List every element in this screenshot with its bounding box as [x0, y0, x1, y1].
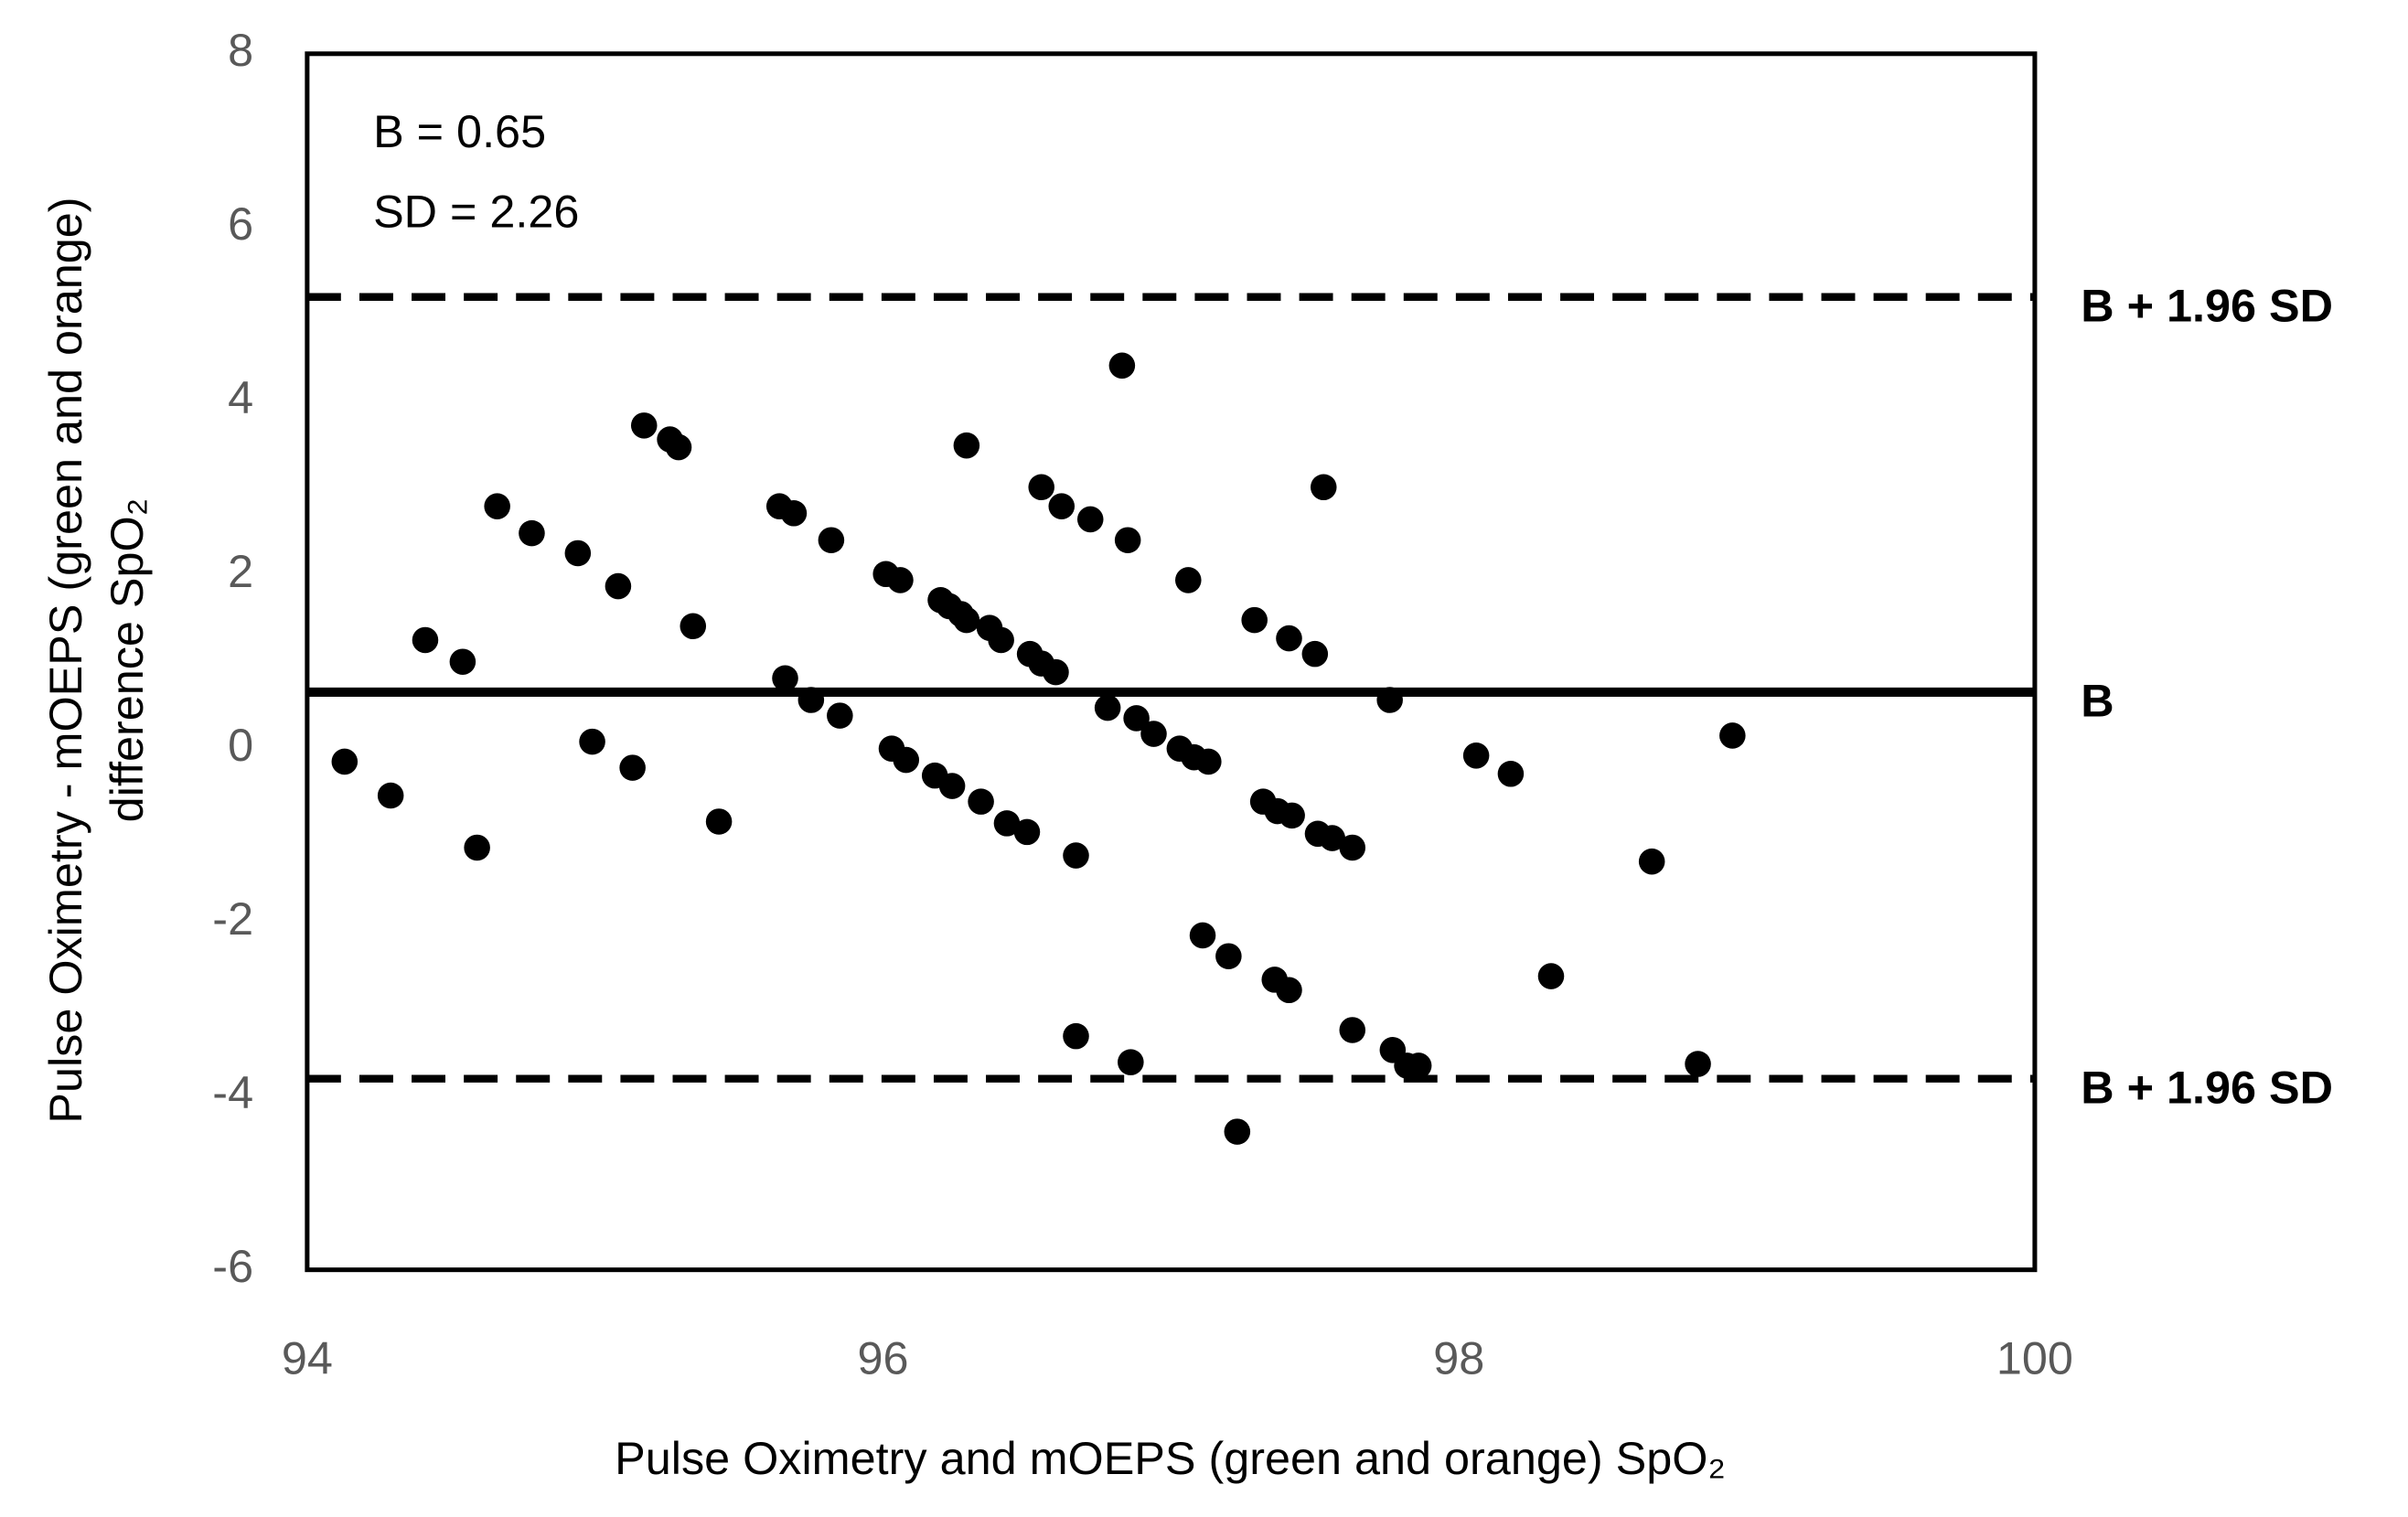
point — [1339, 834, 1366, 861]
y-tick-label: -4 — [212, 1066, 253, 1118]
point — [1405, 1052, 1432, 1079]
point — [412, 626, 439, 654]
y-tick-label: 8 — [228, 24, 253, 76]
point — [1497, 760, 1525, 787]
point — [377, 782, 404, 809]
point — [1276, 625, 1302, 652]
point — [1028, 474, 1054, 501]
reference-label: B + 1.96 SD — [2081, 279, 2333, 331]
point — [938, 773, 966, 799]
point — [665, 433, 692, 461]
y-tick-label: 6 — [228, 198, 253, 250]
x-tick-label: 94 — [282, 1332, 333, 1384]
point — [1279, 802, 1305, 829]
point — [605, 572, 632, 600]
point — [1076, 506, 1104, 533]
annotation: SD = 2.26 — [373, 185, 579, 237]
point — [993, 810, 1021, 837]
point — [988, 626, 1014, 654]
point — [1310, 474, 1337, 501]
point — [953, 606, 980, 634]
x-tick-label: 100 — [1996, 1332, 2073, 1384]
point — [464, 834, 490, 861]
point — [1685, 1051, 1711, 1077]
point — [1043, 658, 1069, 686]
point — [1241, 606, 1268, 634]
point — [1215, 943, 1242, 970]
y-tick-label: 2 — [228, 545, 253, 597]
point — [1108, 352, 1136, 379]
point — [827, 702, 853, 729]
point — [331, 748, 359, 775]
y-tick-label: -2 — [212, 892, 253, 945]
y-axis-title: difference SpO₂ — [101, 498, 153, 823]
point — [630, 412, 658, 439]
point — [1123, 705, 1150, 732]
point — [1175, 567, 1202, 593]
point — [1319, 825, 1345, 851]
x-tick-label: 96 — [858, 1332, 909, 1384]
point — [1013, 818, 1041, 846]
y-axis-title: Pulse Oximetry - mOEPS (green and orange… — [39, 197, 91, 1123]
point — [705, 808, 733, 835]
y-axis-title-group: Pulse Oximetry - mOEPS (green and orange… — [39, 197, 153, 1123]
point — [893, 746, 920, 774]
point — [1189, 922, 1216, 949]
point — [1063, 842, 1089, 869]
point — [449, 648, 476, 675]
point — [1537, 963, 1565, 989]
point — [519, 519, 545, 547]
y-tick-label: -6 — [212, 1240, 253, 1292]
point — [1195, 748, 1222, 775]
point — [1094, 694, 1121, 721]
point — [772, 665, 798, 692]
point — [1301, 640, 1329, 668]
reference-label: B — [2081, 675, 2114, 727]
point — [797, 687, 825, 713]
annotation: B = 0.65 — [373, 105, 546, 157]
point — [680, 613, 707, 640]
point — [564, 539, 592, 567]
point — [1462, 742, 1490, 769]
point — [1719, 722, 1746, 749]
reference-label: B + 1.96 SD — [2081, 1061, 2333, 1113]
point — [1376, 687, 1403, 713]
point — [1339, 1017, 1366, 1043]
point — [780, 500, 808, 527]
point — [818, 527, 845, 553]
point — [1048, 493, 1076, 519]
point — [1118, 1049, 1144, 1075]
y-tick-label: 4 — [228, 371, 253, 423]
point — [1276, 977, 1302, 1004]
point — [887, 567, 914, 593]
point — [1638, 848, 1665, 875]
point — [1224, 1118, 1251, 1145]
point — [619, 754, 646, 781]
point — [579, 728, 605, 755]
point — [1140, 721, 1167, 747]
x-tick-label: 98 — [1433, 1332, 1484, 1384]
point — [953, 432, 980, 459]
plot-frame — [305, 51, 2038, 1273]
y-tick-label: 0 — [228, 719, 253, 771]
point — [1114, 527, 1141, 553]
point — [484, 493, 510, 519]
point — [968, 788, 994, 815]
point — [1063, 1022, 1089, 1050]
x-axis-title: Pulse Oximetry and mOEPS (green and oran… — [615, 1432, 1726, 1484]
